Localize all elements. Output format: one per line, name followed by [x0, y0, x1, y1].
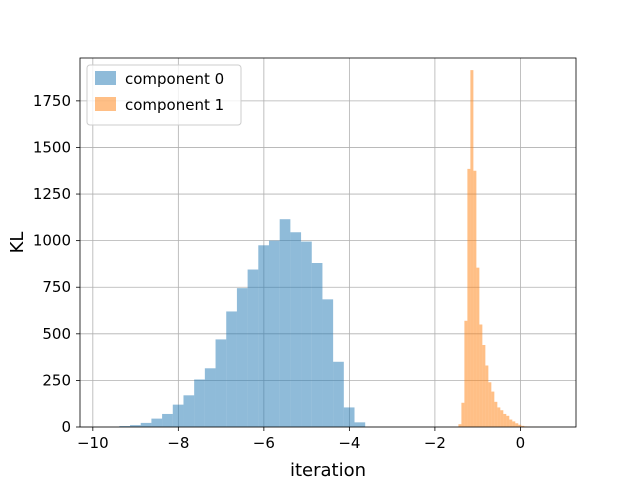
histogram-bar — [509, 419, 513, 427]
x-tick-label: −6 — [253, 434, 275, 452]
y-tick-label: 1000 — [33, 232, 71, 250]
histogram-bar — [258, 245, 269, 427]
histogram-bar — [322, 299, 334, 427]
histogram-bar — [503, 413, 507, 427]
histogram-bar — [470, 70, 474, 427]
x-tick-label: −8 — [167, 434, 189, 452]
histogram-bar — [130, 425, 141, 427]
y-tick-label: 0 — [61, 418, 71, 436]
histogram-bar — [482, 345, 486, 427]
histogram-bar — [512, 421, 516, 427]
histogram-bar — [467, 168, 471, 428]
grid-lines — [80, 58, 576, 428]
legend-swatch-component-1 — [95, 97, 116, 111]
x-tick-label: −10 — [77, 434, 109, 452]
x-tick-label: 0 — [516, 434, 526, 452]
plot-frame — [79, 57, 577, 428]
histogram-bar — [461, 402, 465, 427]
histogram-bar — [119, 426, 131, 427]
x-tick-label: −4 — [338, 434, 360, 452]
histogram-bar — [151, 418, 163, 427]
histogram-bar — [290, 232, 302, 427]
histogram-bar — [500, 410, 504, 427]
legend: component 0 component 1 — [86, 64, 242, 126]
legend-label-component-1: component 1 — [125, 96, 224, 114]
histogram-bar — [488, 382, 492, 427]
histogram-bar — [485, 365, 489, 427]
histogram-bar — [172, 404, 184, 427]
histogram-bar — [473, 170, 477, 427]
histogram-bar — [301, 241, 312, 427]
histogram-bar — [476, 267, 480, 427]
legend-swatch-component-0 — [95, 71, 116, 85]
histogram-bar — [140, 422, 152, 427]
legend-box — [86, 64, 242, 126]
y-tick-label: 1750 — [33, 92, 71, 110]
y-tick-label: 250 — [42, 371, 71, 389]
histogram-bar — [343, 407, 355, 427]
y-tick-label: 750 — [42, 278, 71, 296]
histogram-bar — [162, 413, 173, 427]
histogram-bar — [311, 263, 323, 427]
series-0-bars — [119, 219, 366, 427]
histogram-bar — [279, 219, 291, 427]
axis-ticks: −10 −8 −6 −4 −2 0 0 250 500 750 1000 1250 1500 1750 — [33, 92, 525, 452]
histogram-bar — [458, 424, 462, 427]
histogram-bar — [506, 415, 510, 427]
x-tick-label: −2 — [424, 434, 446, 452]
histogram-bar — [194, 379, 205, 427]
histogram-bar — [497, 407, 501, 427]
histogram-bar — [268, 240, 280, 427]
histogram-bar — [494, 401, 498, 427]
series-1-bars — [458, 70, 540, 428]
histogram-bar — [518, 424, 522, 427]
histogram-bar — [215, 339, 227, 427]
histogram-bar — [183, 395, 195, 427]
histogram-bar — [236, 288, 248, 427]
legend-label-component-0: component 0 — [125, 70, 224, 88]
histogram-bar — [521, 425, 525, 427]
histogram-bar — [247, 269, 259, 427]
histogram-bar — [491, 391, 495, 427]
histogram-bar — [479, 324, 483, 427]
histogram-bar — [333, 361, 344, 427]
histogram-bar — [226, 311, 237, 427]
histogram-bar — [204, 368, 216, 427]
y-axis-label: KL — [7, 232, 28, 254]
x-axis-label: iteration — [290, 460, 366, 480]
histogram-bar — [515, 423, 519, 427]
y-tick-label: 1500 — [33, 138, 71, 156]
histogram-bar — [354, 422, 366, 427]
y-tick-label: 500 — [42, 325, 71, 343]
histogram-bars — [119, 70, 540, 428]
y-tick-label: 1250 — [33, 185, 71, 203]
histogram-bar — [464, 320, 468, 427]
